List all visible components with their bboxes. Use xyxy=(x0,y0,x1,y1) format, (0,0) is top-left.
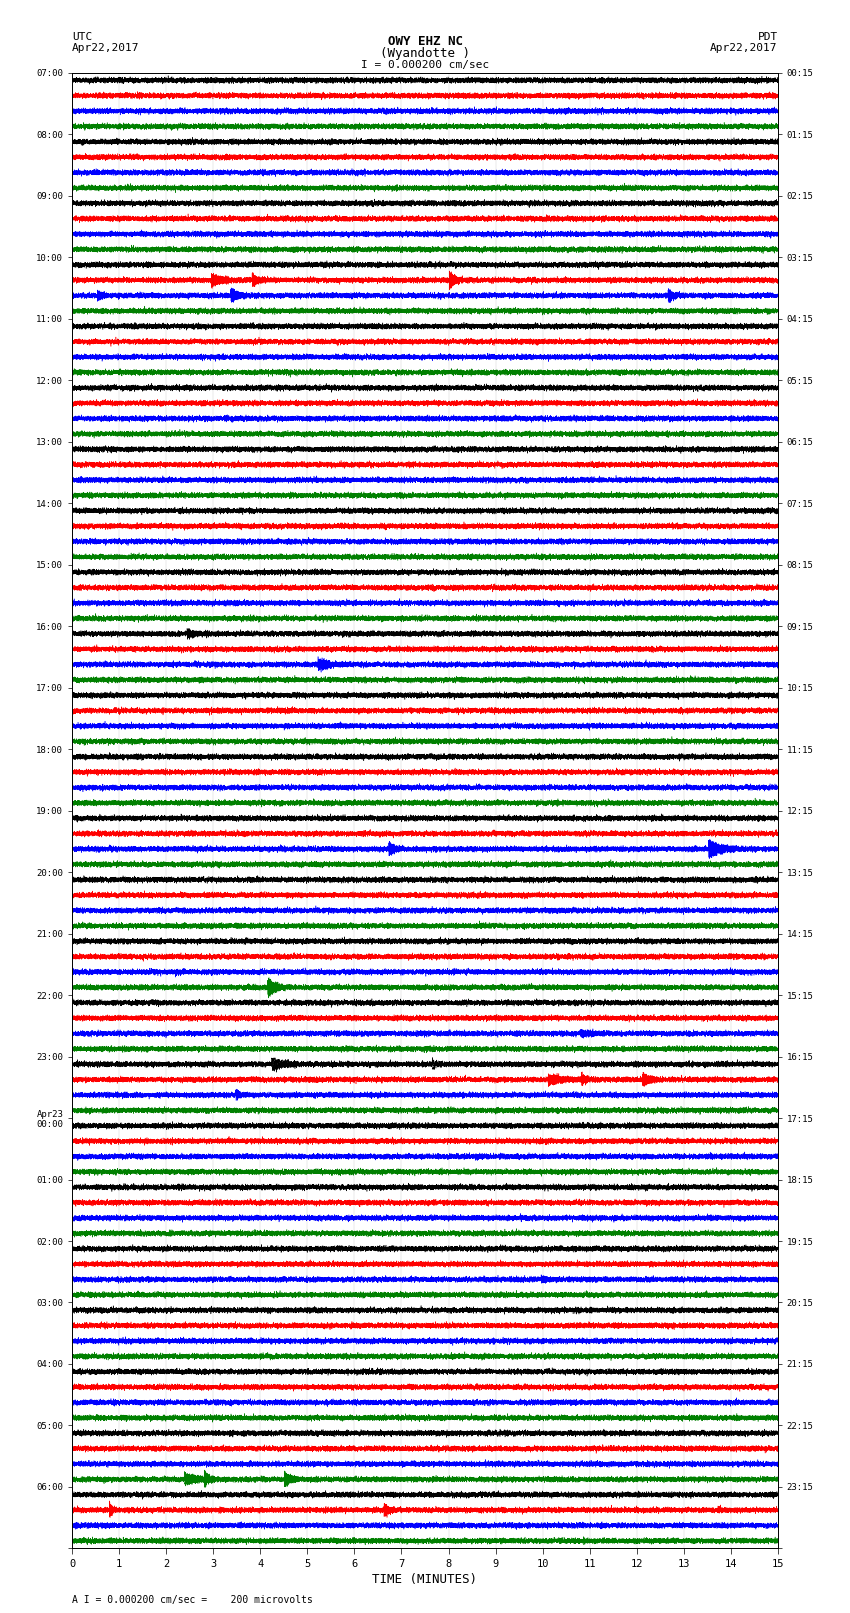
Text: OWY EHZ NC: OWY EHZ NC xyxy=(388,35,462,48)
Text: UTC: UTC xyxy=(72,32,93,42)
Text: Apr22,2017: Apr22,2017 xyxy=(711,44,778,53)
Text: PDT: PDT xyxy=(757,32,778,42)
Text: (Wyandotte ): (Wyandotte ) xyxy=(380,47,470,60)
Text: A I = 0.000200 cm/sec =    200 microvolts: A I = 0.000200 cm/sec = 200 microvolts xyxy=(72,1595,313,1605)
Text: I = 0.000200 cm/sec: I = 0.000200 cm/sec xyxy=(361,60,489,69)
Text: Apr22,2017: Apr22,2017 xyxy=(72,44,139,53)
X-axis label: TIME (MINUTES): TIME (MINUTES) xyxy=(372,1573,478,1586)
